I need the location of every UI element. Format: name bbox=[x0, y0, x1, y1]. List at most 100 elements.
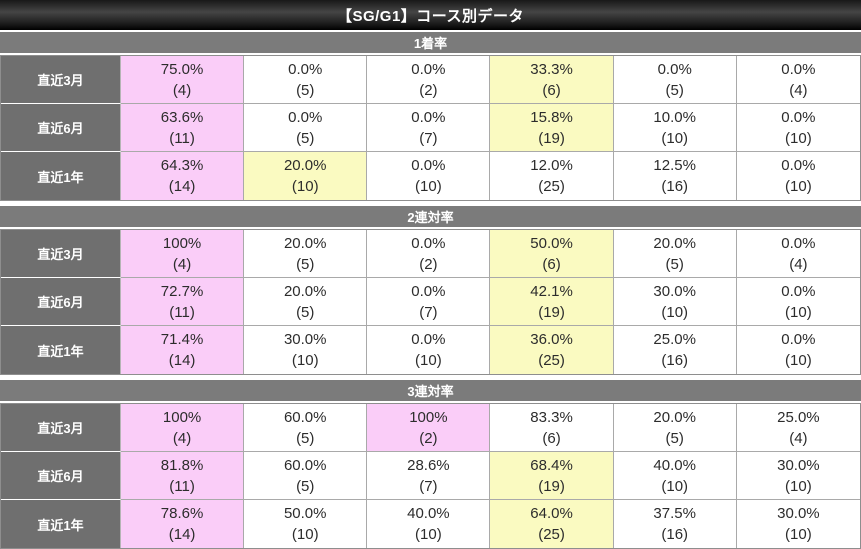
rate-value: 100% bbox=[409, 408, 448, 426]
sample-count: (11) bbox=[169, 477, 195, 495]
table-row: 直近3月 100% (4) 60.0% (5) 100% (2) 83.3% (6) 20.0% (… bbox=[1, 404, 860, 452]
page-title: 【SG/G1】コース別データ bbox=[336, 7, 525, 25]
table-row: 直近6月 72.7% (11) 20.0% (5) 0.0% (7) 42.1% (19) 30.… bbox=[1, 278, 860, 326]
data-cell: 12.0% (25) bbox=[490, 152, 614, 200]
rate-value: 0.0% bbox=[781, 60, 816, 78]
sections-container: 1着率 直近3月 75.0% (4) 0.0% (5) 0.0% (2) 33.3% (6) 0.0… bbox=[0, 32, 861, 549]
sample-count: (5) bbox=[665, 429, 684, 447]
rate-value: 64.0% bbox=[530, 505, 573, 522]
rate-value: 72.7% bbox=[160, 282, 204, 300]
rate-value: 36.0% bbox=[530, 331, 573, 348]
rate-value: 20.0% bbox=[653, 234, 696, 252]
table-row: 直近3月 75.0% (4) 0.0% (5) 0.0% (2) 33.3% (6) 0.0% (5… bbox=[1, 56, 860, 104]
sample-count: (10) bbox=[661, 477, 689, 495]
table-row: 直近1年 78.6% (14) 50.0% (10) 40.0% (10) 64.0% (25)… bbox=[1, 500, 860, 548]
title-bar: 【SG/G1】コース別データ bbox=[0, 0, 861, 30]
sample-count: (2) bbox=[419, 81, 438, 99]
data-cell: 25.0% (4) bbox=[736, 404, 860, 452]
sample-count: (10) bbox=[785, 178, 812, 195]
sample-count: (10) bbox=[785, 303, 812, 321]
row-label: 直近6月 bbox=[1, 452, 121, 500]
row-label: 直近1年 bbox=[1, 326, 121, 374]
rate-value: 0.0% bbox=[781, 157, 816, 174]
data-cell: 81.8% (11) bbox=[121, 452, 245, 500]
data-cell: 0.0% (5) bbox=[613, 56, 737, 104]
sample-count: (7) bbox=[419, 303, 438, 321]
rate-value: 100% bbox=[162, 408, 202, 426]
rate-value: 20.0% bbox=[653, 408, 696, 426]
sample-count: (7) bbox=[419, 129, 438, 147]
rate-value: 40.0% bbox=[407, 505, 450, 522]
row-label: 直近6月 bbox=[1, 278, 121, 326]
sample-count: (6) bbox=[542, 81, 561, 99]
rate-value: 15.8% bbox=[530, 108, 573, 126]
table-row: 直近3月 100% (4) 20.0% (5) 0.0% (2) 50.0% (6) 20.0% (… bbox=[1, 230, 860, 278]
data-cell: 42.1% (19) bbox=[490, 278, 614, 326]
data-cell: 40.0% (10) bbox=[613, 452, 737, 500]
rate-value: 81.8% bbox=[160, 456, 204, 474]
rate-value: 20.0% bbox=[283, 234, 327, 252]
row-label: 直近3月 bbox=[1, 404, 121, 452]
data-cell: 0.0% (7) bbox=[367, 104, 491, 152]
rate-value: 64.3% bbox=[160, 157, 204, 174]
sample-count: (16) bbox=[661, 352, 689, 369]
data-cell: 30.0% (10) bbox=[736, 452, 860, 500]
data-cell: 0.0% (10) bbox=[736, 278, 860, 326]
rate-value: 28.6% bbox=[407, 456, 450, 474]
data-cell: 0.0% (2) bbox=[367, 230, 491, 278]
section-header-1着率: 1着率 bbox=[0, 32, 861, 53]
rate-value: 0.0% bbox=[411, 108, 446, 126]
sample-count: (4) bbox=[172, 81, 192, 99]
rate-value: 40.0% bbox=[653, 456, 696, 474]
data-cell: 71.4% (14) bbox=[121, 326, 245, 374]
data-cell: 60.0% (5) bbox=[244, 452, 368, 500]
data-cell: 0.0% (10) bbox=[367, 326, 491, 374]
row-label: 直近1年 bbox=[1, 500, 121, 548]
sample-count: (10) bbox=[785, 477, 812, 495]
rate-value: 30.0% bbox=[777, 505, 820, 522]
sample-count: (10) bbox=[415, 526, 442, 543]
sample-count: (4) bbox=[789, 255, 808, 273]
rate-value: 0.0% bbox=[288, 60, 323, 78]
data-cell: 20.0% (5) bbox=[613, 404, 737, 452]
data-cell: 30.0% (10) bbox=[613, 278, 737, 326]
sample-count: (4) bbox=[172, 255, 192, 273]
data-cell: 78.6% (14) bbox=[121, 500, 245, 548]
sample-count: (7) bbox=[419, 477, 438, 495]
sample-count: (5) bbox=[296, 129, 315, 147]
sample-count: (10) bbox=[415, 352, 442, 369]
data-cell: 50.0% (6) bbox=[490, 230, 614, 278]
table-row: 直近1年 64.3% (14) 20.0% (10) 0.0% (10) 12.0% (25) 1… bbox=[1, 152, 860, 200]
rate-value: 12.0% bbox=[530, 157, 573, 174]
data-cell: 15.8% (19) bbox=[490, 104, 614, 152]
rate-value: 12.5% bbox=[653, 157, 696, 174]
sample-count: (10) bbox=[785, 129, 812, 147]
data-cell: 30.0% (10) bbox=[737, 500, 860, 548]
data-cell: 30.0% (10) bbox=[244, 326, 368, 374]
rate-value: 63.6% bbox=[160, 108, 204, 126]
rate-value: 75.0% bbox=[160, 60, 204, 78]
sample-count: (4) bbox=[789, 81, 808, 99]
data-cell: 0.0% (7) bbox=[367, 278, 491, 326]
data-cell: 0.0% (4) bbox=[736, 56, 860, 104]
rate-value: 0.0% bbox=[781, 331, 816, 348]
row-label: 直近3月 bbox=[1, 56, 121, 104]
data-cell: 25.0% (16) bbox=[614, 326, 737, 374]
sample-count: (19) bbox=[538, 303, 565, 321]
data-cell: 0.0% (4) bbox=[736, 230, 860, 278]
data-cell: 50.0% (10) bbox=[244, 500, 368, 548]
data-cell: 20.0% (10) bbox=[244, 152, 368, 200]
data-cell: 63.6% (11) bbox=[121, 104, 245, 152]
table-row: 直近1年 71.4% (14) 30.0% (10) 0.0% (10) 36.0% (25) 2… bbox=[1, 326, 860, 374]
rate-value: 71.4% bbox=[160, 331, 204, 348]
row-label: 直近1年 bbox=[1, 152, 121, 200]
sample-count: (5) bbox=[296, 303, 315, 321]
sample-count: (6) bbox=[542, 429, 561, 447]
rate-value: 0.0% bbox=[288, 108, 323, 126]
data-cell: 100% (4) bbox=[121, 230, 245, 278]
sample-count: (10) bbox=[785, 526, 812, 543]
sample-count: (4) bbox=[789, 429, 808, 447]
sample-count: (10) bbox=[785, 352, 812, 369]
data-cell: 0.0% (10) bbox=[736, 104, 860, 152]
